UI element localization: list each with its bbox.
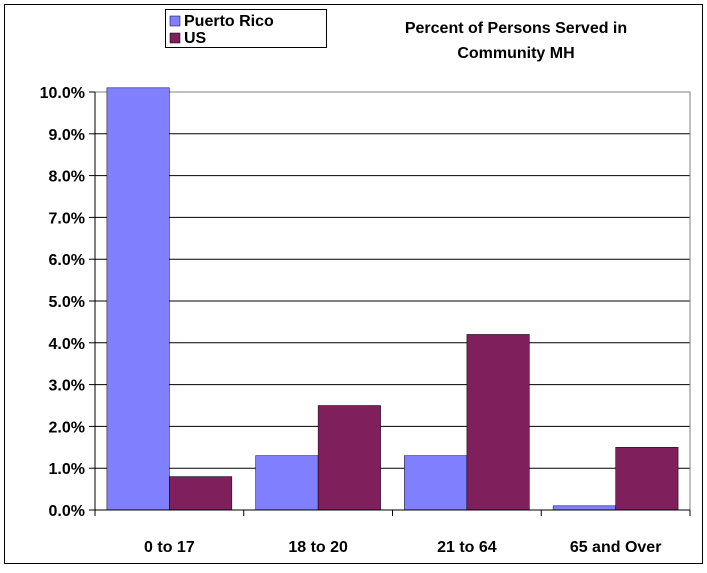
legend-box — [165, 9, 327, 48]
x-category-label: 21 to 64 — [437, 539, 497, 556]
y-axis: 0.0% 1.0% 2.0% 3.0% 4.0% 5.0% 6.0% 7.0% 8.0% 9.0%… — [40, 85, 96, 520]
y-tick-label: 10.0% — [40, 85, 85, 102]
bar-puerto-rico — [106, 87, 170, 511]
y-tick-label: 9.0% — [49, 127, 85, 144]
bar-puerto-rico — [404, 455, 468, 511]
y-tick-label: 3.0% — [49, 378, 85, 395]
legend-label-us: US — [184, 30, 207, 47]
legend-swatch-us — [169, 32, 181, 44]
y-tick-label: 7.0% — [49, 210, 85, 227]
bars — [106, 87, 679, 511]
bar-us — [466, 334, 530, 511]
y-tick-label: 8.0% — [49, 169, 85, 186]
y-tick-label: 6.0% — [49, 252, 85, 269]
chart-title: Percent of Persons Served in Community M… — [405, 20, 627, 62]
chart-title-line-1: Percent of Persons Served in — [405, 20, 627, 37]
legend-label-puerto-rico: Puerto Rico — [184, 13, 274, 30]
y-tick-label: 5.0% — [49, 294, 85, 311]
bar-us — [615, 447, 679, 511]
x-category-label: 0 to 17 — [144, 539, 195, 556]
bar-puerto-rico — [255, 455, 319, 511]
y-tick-label: 4.0% — [49, 336, 85, 353]
x-category-label: 65 and Over — [570, 539, 662, 556]
y-tick-label: 1.0% — [49, 461, 85, 478]
y-tick-label: 0.0% — [49, 503, 85, 520]
legend-swatch-puerto-rico — [169, 15, 181, 27]
legend: Puerto Rico US — [165, 9, 327, 48]
x-category-label: 18 to 20 — [288, 539, 348, 556]
y-tick-label: 2.0% — [49, 419, 85, 436]
bar-puerto-rico — [552, 505, 616, 511]
x-axis: 0 to 17 18 to 20 21 to 64 65 and Over — [94, 509, 691, 556]
chart-title-line-2: Community MH — [457, 45, 574, 62]
bar-us — [317, 405, 381, 511]
bar-us — [169, 476, 233, 511]
